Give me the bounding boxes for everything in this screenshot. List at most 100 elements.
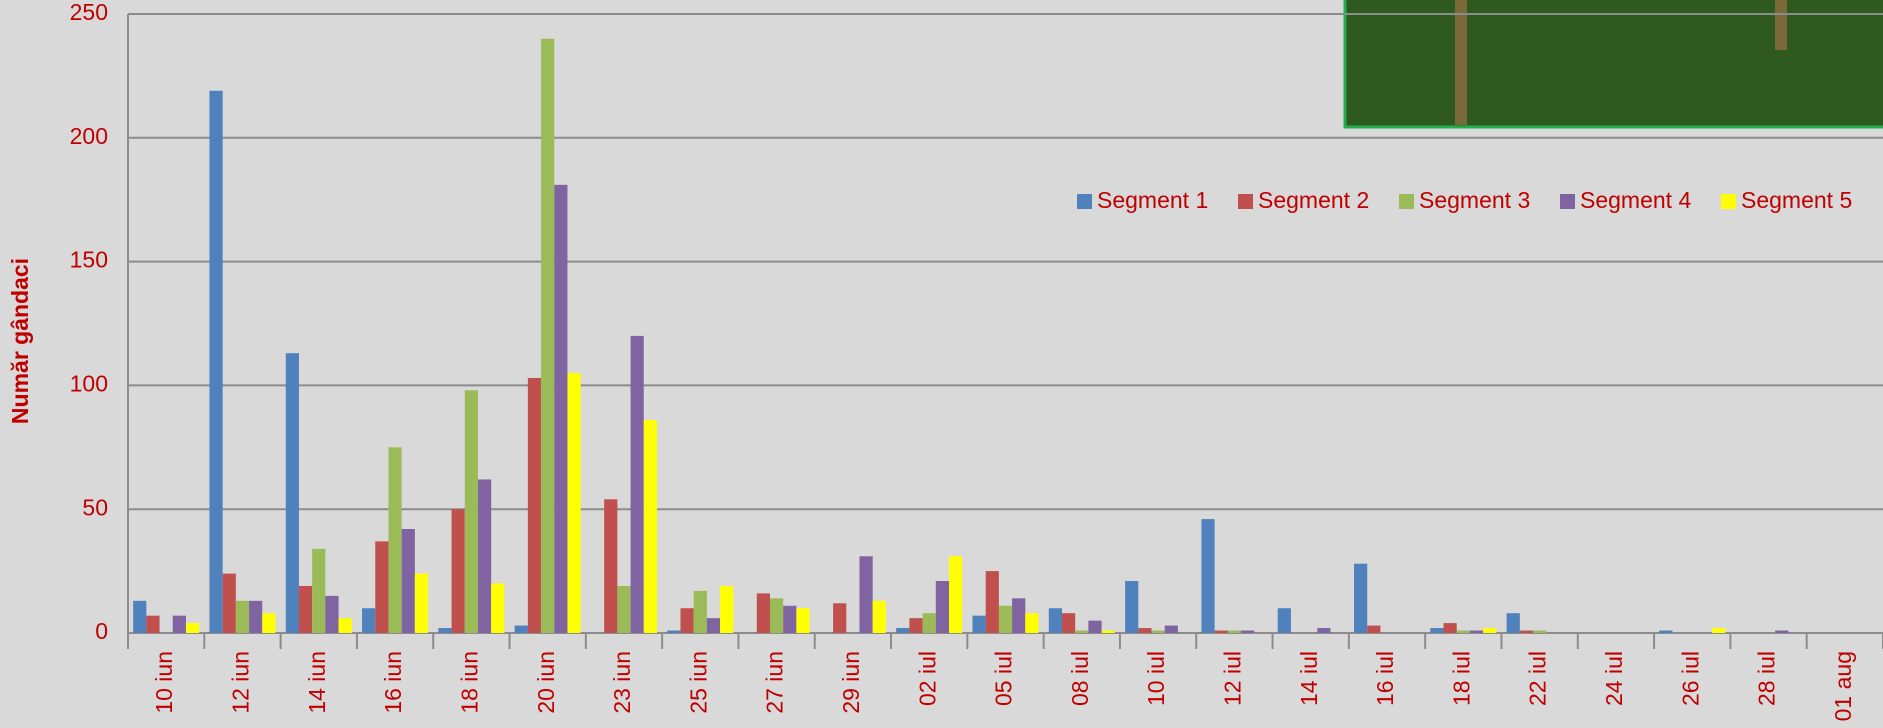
bar	[630, 335, 644, 633]
x-tick-label: 16 iul	[1372, 651, 1398, 706]
x-tick-label: 25 iun	[685, 651, 711, 714]
x-tick-label: 18 iul	[1448, 651, 1474, 706]
x-tick-label: 08 iul	[1067, 651, 1093, 706]
bar	[1443, 623, 1457, 633]
bar	[325, 595, 339, 633]
bar	[146, 615, 160, 633]
x-tick-label: 01 aug	[1830, 651, 1856, 721]
bar	[604, 499, 618, 633]
bar	[896, 628, 910, 633]
bar	[172, 615, 186, 633]
bar	[1201, 519, 1215, 633]
y-tick-label: 200	[70, 123, 108, 149]
bar	[985, 571, 999, 633]
x-tick-label: 14 iul	[1296, 651, 1322, 706]
bar	[1317, 628, 1331, 633]
bar	[922, 613, 936, 633]
bar	[209, 90, 223, 634]
bar	[312, 548, 326, 633]
bar	[133, 600, 147, 633]
x-tick-label: 14 iun	[304, 651, 330, 714]
bar	[756, 593, 770, 633]
bar	[1101, 630, 1115, 633]
bar	[1025, 613, 1039, 633]
bar	[693, 590, 707, 633]
bar	[477, 479, 492, 633]
bar	[451, 509, 465, 633]
y-tick-label: 150	[70, 247, 108, 273]
bar	[1227, 630, 1242, 633]
y-tick-label: 0	[95, 618, 108, 644]
bar	[1483, 628, 1497, 633]
bar	[859, 556, 873, 633]
bar	[1125, 581, 1139, 633]
bar	[1138, 628, 1152, 633]
legend-label: Segment 4	[1580, 187, 1691, 213]
legend-label: Segment 3	[1419, 187, 1530, 213]
bar	[388, 447, 402, 633]
bar	[1775, 630, 1789, 633]
legend-label: Segment 5	[1741, 187, 1852, 213]
bar	[1659, 630, 1673, 633]
legend-label: Segment 1	[1097, 187, 1208, 213]
bar	[491, 583, 505, 633]
bar	[235, 600, 250, 633]
bar	[948, 556, 963, 633]
bar	[567, 373, 581, 633]
bar	[1214, 630, 1228, 633]
bar	[249, 600, 263, 633]
bar	[1164, 625, 1178, 633]
bar	[1533, 630, 1547, 633]
bar	[362, 608, 376, 633]
bar	[935, 581, 949, 633]
bar	[833, 603, 847, 633]
bar	[796, 608, 810, 633]
legend-swatch	[1721, 194, 1736, 209]
bar	[1075, 630, 1089, 633]
bar	[909, 618, 923, 633]
x-tick-label: 20 iun	[533, 651, 559, 714]
bar	[706, 618, 721, 633]
bar	[1354, 563, 1368, 633]
bar	[554, 184, 568, 633]
bar	[1506, 613, 1520, 633]
bar	[1088, 620, 1102, 633]
legend-swatch	[1399, 194, 1414, 209]
bar	[617, 585, 631, 633]
y-axis-label: Număr gândaci	[7, 258, 33, 424]
bar	[972, 615, 986, 633]
x-tick-label: 16 iun	[380, 651, 406, 714]
legend-swatch	[1238, 194, 1253, 209]
bar	[1277, 608, 1291, 633]
photo-post	[1455, 0, 1467, 125]
bar	[1048, 608, 1063, 633]
bar	[338, 618, 352, 633]
bar	[1469, 630, 1484, 633]
x-tick-label: 12 iun	[228, 651, 254, 714]
x-tick-label: 27 iun	[762, 651, 788, 714]
bar	[1012, 598, 1026, 633]
x-tick-label: 10 iun	[151, 651, 177, 714]
x-tick-label: 24 iul	[1601, 651, 1627, 706]
bar	[401, 529, 415, 633]
bar	[783, 605, 797, 633]
bar	[438, 628, 452, 633]
x-tick-label: 29 iun	[838, 651, 864, 714]
photo-post	[1775, 0, 1787, 50]
legend-swatch	[1560, 194, 1575, 209]
bar	[998, 605, 1013, 633]
x-tick-label: 05 iul	[991, 651, 1017, 706]
bar	[643, 420, 657, 633]
bar	[527, 377, 542, 633]
x-tick-label: 26 iul	[1677, 651, 1703, 706]
legend-swatch	[1077, 194, 1092, 209]
bar	[1241, 630, 1255, 633]
x-tick-label: 23 iun	[609, 651, 635, 714]
bar	[298, 585, 313, 633]
bar	[262, 613, 276, 633]
y-tick-label: 250	[70, 0, 108, 25]
bar	[514, 625, 528, 633]
x-tick-label: 18 iun	[456, 651, 482, 714]
